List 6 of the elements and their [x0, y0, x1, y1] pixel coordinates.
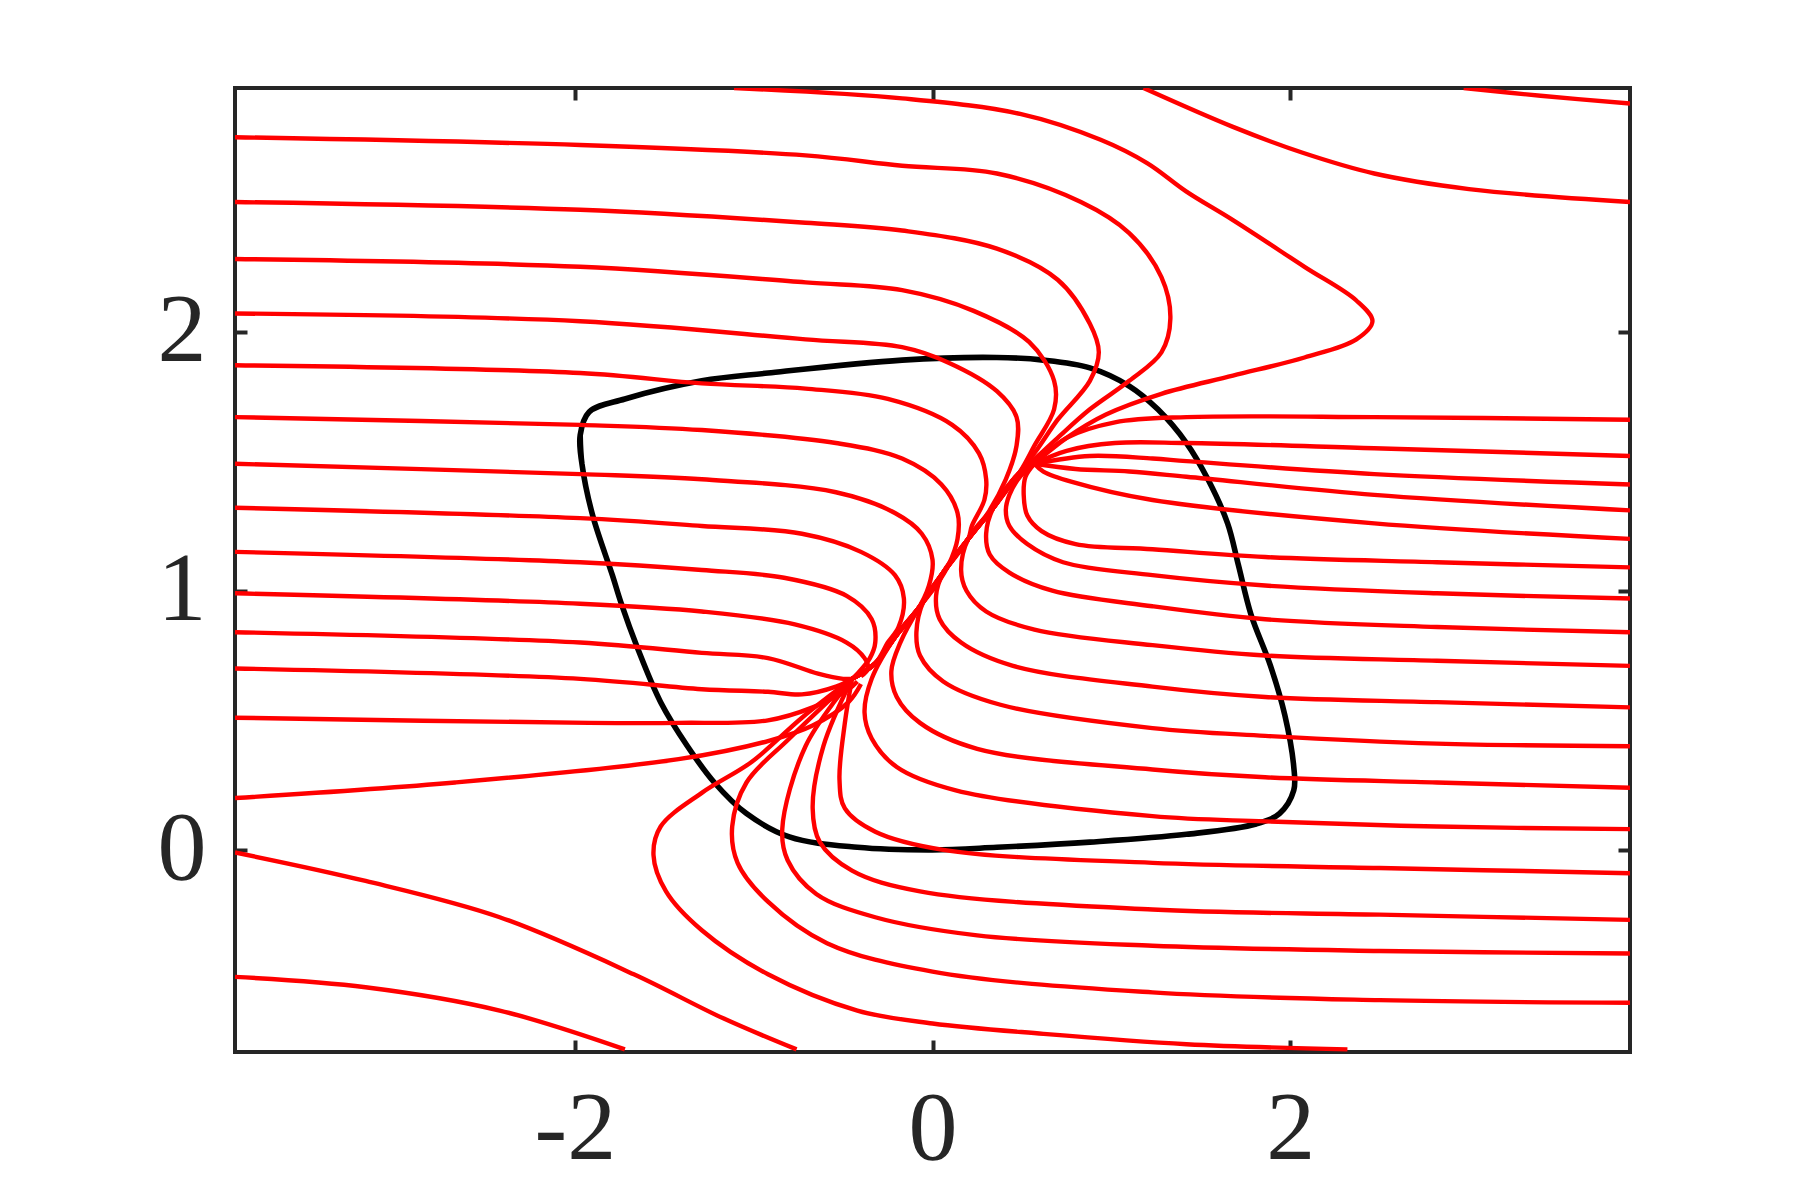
x-tick-label: -2: [534, 1071, 617, 1180]
y-tick-label: 0: [157, 792, 207, 901]
x-tick-label: 2: [1266, 1071, 1316, 1180]
y-tick-label: 2: [157, 274, 207, 383]
x-tick-label: 0: [908, 1071, 958, 1180]
y-tick-label: 1: [157, 533, 207, 642]
